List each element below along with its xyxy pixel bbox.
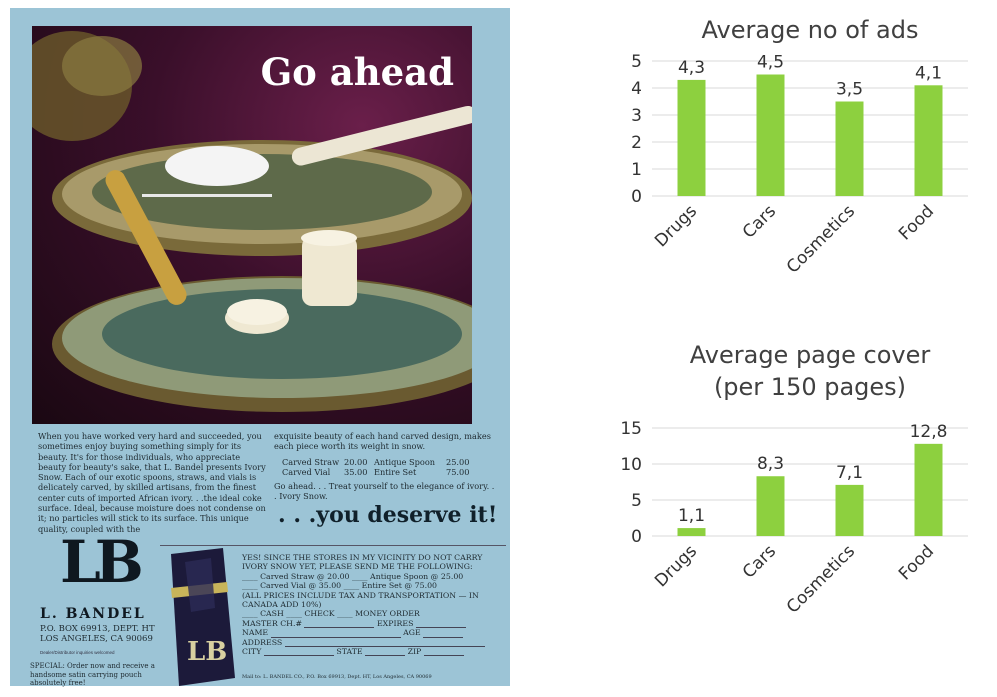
bar — [756, 476, 785, 536]
y-tick-label: 5 — [631, 52, 642, 72]
mail-to: Mail to: L. BANDEL CO., P.O. Box 69913, … — [242, 674, 432, 680]
data-label: 8,3 — [757, 454, 784, 474]
coupon-row: ____ Carved Straw @ 20.00 ____ Antique S… — [242, 571, 464, 581]
ad-headline: Go ahead — [260, 50, 454, 94]
coupon-row-text: Carved Straw @ 20.00 ____ Antique Spoon … — [260, 571, 464, 581]
bar — [914, 443, 943, 536]
brand-name: L. BANDEL — [40, 606, 146, 622]
y-tick-label: 4 — [631, 79, 642, 99]
chart-1-title: Average no of ads — [701, 16, 919, 44]
address-label: ADDRESS — [242, 637, 283, 647]
ad-tagline: . . .you deserve it! — [278, 502, 498, 528]
x-tick-label: Cosmetics — [783, 201, 859, 277]
ad-photo: Go ahead — [32, 26, 472, 424]
price-item: Carved Vial — [282, 466, 331, 477]
address-line: P.O. BOX 69913, DEPT. HT — [40, 624, 155, 634]
y-tick-label: 15 — [620, 419, 642, 439]
order-coupon: YES! SINCE THE STORES IN MY VICINITY DO … — [242, 553, 504, 657]
brand-address: P.O. BOX 69913, DEPT. HT LOS ANGELES, CA… — [40, 624, 155, 644]
x-tick-label: Cars — [739, 541, 780, 582]
age-label: AGE — [403, 628, 421, 638]
bar — [756, 74, 785, 196]
coupon-payment-text: CASH ____ CHECK ____ MONEY ORDER — [260, 609, 420, 619]
data-label: 3,5 — [836, 80, 863, 100]
ad-body-column-2: exquisite beauty of each hand carved des… — [274, 431, 498, 502]
price-value: 75.00 — [446, 466, 470, 477]
chart-2-average-page-cover: 0 5 10 15 1,1 Drugs 8,3 Cars 7,1 Cosmetics 12,8 Foo… — [620, 419, 968, 618]
price-table: Carved Straw 20.00 Antique Spoon 25.00 C… — [282, 457, 498, 478]
city-label: CITY — [242, 647, 262, 657]
name-label: NAME — [242, 628, 269, 638]
price-value: 35.00 — [344, 466, 368, 477]
master-label: MASTER CH.# — [242, 618, 302, 628]
y-tick-label: 5 — [631, 491, 642, 511]
x-tick-label: Food — [895, 541, 938, 584]
state-label: STATE — [336, 647, 363, 657]
expires-label: EXPIRES — [376, 618, 414, 628]
price-item: Entire Set — [374, 466, 417, 477]
y-tick-label: 0 — [631, 527, 642, 547]
data-label: 4,5 — [757, 53, 784, 73]
brand-logo: LB — [60, 528, 144, 596]
ad-body-column-1: When you have worked very hard and succe… — [38, 431, 266, 534]
y-tick-label: 3 — [631, 106, 642, 126]
x-tick-label: Drugs — [651, 541, 701, 591]
coupon-payment: ____ CASH ____ CHECK ____ MONEY ORDER — [242, 609, 420, 619]
bar — [914, 85, 943, 196]
pouch-monogram: LB — [187, 637, 227, 667]
data-label: 7,1 — [836, 463, 863, 483]
y-tick-label: 10 — [620, 455, 642, 475]
bar — [835, 484, 864, 536]
x-tick-label: Cosmetics — [783, 541, 859, 617]
coupon-divider — [160, 545, 506, 546]
data-label: 4,3 — [678, 58, 705, 78]
ivory-set-illustration — [32, 31, 472, 412]
y-tick-label: 1 — [631, 160, 642, 180]
satin-pouch-image: LB — [171, 548, 235, 686]
coupon-tax: (ALL PRICES INCLUDE TAX AND TRANSPORTATI… — [242, 590, 479, 610]
coupon-row: ____ Carved Vial @ 35.00 ____ Entire Set… — [242, 581, 437, 591]
data-label: 4,1 — [915, 63, 942, 83]
price-value: 25.00 — [446, 456, 470, 467]
price-value: 20.00 — [344, 456, 368, 467]
coupon-name-row: NAME AGE — [242, 628, 504, 638]
bar — [835, 101, 864, 196]
address-line: LOS ANGELES, CA 90069 — [40, 634, 153, 644]
chart-1-average-no-of-ads: 0 1 2 3 4 5 4,3 Drugs 4,5 Cars 3,5 Cosmetics 4,1 Food — [631, 52, 968, 278]
coupon-intro: YES! SINCE THE STORES IN MY VICINITY DO … — [242, 553, 483, 572]
ad-body-outro: Go ahead. . . Treat yourself to the eleg… — [274, 481, 495, 502]
x-tick-label: Drugs — [651, 201, 701, 251]
price-item: Antique Spoon — [374, 456, 436, 467]
price-item: Carved Straw — [282, 456, 340, 467]
coupon-master-row: MASTER CH.# EXPIRES — [242, 618, 504, 629]
zip-label: ZIP — [407, 647, 422, 657]
bar — [677, 79, 706, 196]
data-label: 1,1 — [678, 506, 705, 526]
advertisement: Go ahead When you have worked very hard … — [10, 8, 510, 687]
dealer-note: Dealer/Distributor inquiries welcomed — [40, 650, 115, 655]
x-tick-label: Food — [895, 201, 938, 244]
bar — [677, 528, 706, 536]
coupon-address-row: ADDRESS — [242, 637, 504, 648]
x-tick-label: Cars — [739, 201, 780, 242]
coupon-row-text: Carved Vial @ 35.00 ____ Entire Set @ 75… — [260, 581, 437, 591]
chart-2-title: Average page cover (per 150 pages) — [689, 341, 931, 401]
y-tick-label: 0 — [631, 187, 642, 207]
special-offer: SPECIAL: Order now and receive a handsom… — [30, 662, 155, 687]
coupon-city-row: CITY STATE ZIP — [242, 647, 504, 657]
ad-body-intro: exquisite beauty of each hand carved des… — [274, 431, 491, 452]
y-tick-label: 2 — [631, 133, 642, 153]
data-label: 12,8 — [910, 422, 948, 442]
